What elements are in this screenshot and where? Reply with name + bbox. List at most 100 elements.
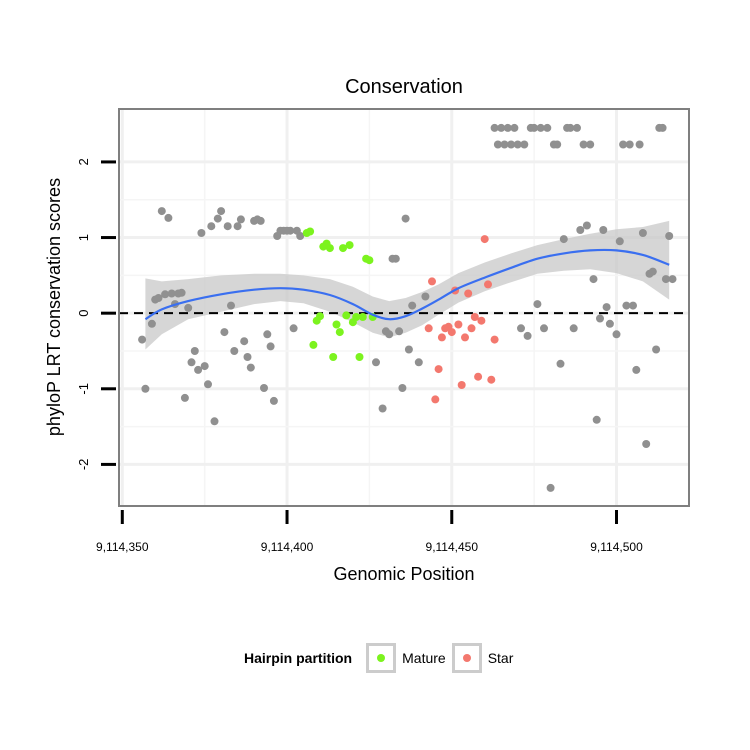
data-point-mature [352, 313, 361, 321]
legend: Hairpin partition Mature Star [244, 640, 519, 676]
data-point-other [520, 140, 529, 149]
data-point-other [517, 324, 525, 333]
data-point-mature [332, 320, 341, 329]
data-point-other [523, 331, 532, 340]
data-point-other [540, 324, 548, 333]
data-point-other [138, 335, 147, 344]
data-point-other [154, 294, 163, 302]
data-point-other [200, 362, 209, 371]
x-tick-label: 9,114,500 [590, 540, 643, 554]
data-point-other [586, 140, 595, 149]
data-point-other [220, 328, 229, 337]
data-point-other [246, 363, 255, 372]
data-point-star [431, 395, 440, 404]
data-point-other [635, 140, 644, 149]
mature-dot-icon [377, 654, 386, 662]
data-point-other [503, 123, 512, 132]
data-point-other [378, 404, 387, 413]
data-point-other [569, 324, 578, 333]
legend-item-star: Star [451, 643, 514, 673]
data-point-other [391, 254, 400, 263]
data-point-mature [325, 244, 334, 253]
data-point-other [500, 140, 509, 149]
data-point-mature [339, 244, 347, 253]
data-point-other [632, 365, 641, 374]
data-point-mature [335, 328, 344, 337]
x-tick-label: 9,114,450 [426, 540, 479, 554]
data-point-other [493, 140, 502, 149]
data-point-mature [355, 353, 364, 361]
y-tick-label: -1 [76, 383, 91, 395]
data-point-star [474, 372, 483, 381]
x-tick-label: 9,114,400 [261, 540, 314, 554]
x-tick-label: 9,114,350 [96, 540, 149, 554]
data-point-mature [365, 256, 374, 265]
data-point-other [490, 123, 499, 132]
data-point-other [619, 140, 628, 149]
data-point-other [256, 216, 265, 225]
data-point-other [605, 319, 614, 328]
data-point-other [204, 380, 212, 389]
data-point-mature [342, 311, 351, 320]
data-point-other [184, 303, 193, 312]
data-point-other [582, 221, 591, 230]
data-point-other [227, 301, 235, 310]
data-point-other [536, 123, 545, 132]
plot-border [118, 108, 690, 507]
data-point-other [629, 301, 637, 310]
data-point-other [177, 288, 186, 297]
x-axis-label: Genomic Position [333, 564, 474, 584]
data-point-other [401, 214, 410, 223]
data-point-other [296, 232, 305, 240]
data-point-star [457, 381, 466, 389]
data-point-star [477, 316, 486, 325]
data-point-other [187, 358, 196, 367]
data-point-other [668, 275, 677, 284]
data-point-other [263, 330, 272, 339]
data-point-other [652, 345, 661, 354]
data-point-mature [358, 313, 367, 321]
data-point-other [615, 237, 624, 246]
data-point-other [559, 235, 568, 244]
data-point-other [566, 123, 575, 132]
data-point-other [553, 140, 562, 149]
data-points [138, 123, 677, 492]
data-point-other [507, 140, 516, 149]
data-point-other [576, 226, 585, 234]
legend-item-mature: Mature [366, 643, 446, 673]
data-point-mature [309, 340, 318, 349]
data-point-other [197, 229, 206, 237]
chart-title: Conservation [345, 76, 463, 98]
y-axis: -2 -1 0 1 2 [76, 158, 116, 470]
legend-title: Hairpin partition [244, 650, 353, 666]
data-point-other [638, 229, 647, 237]
y-tick-label: -2 [76, 459, 91, 471]
data-point-other [180, 393, 189, 402]
data-point-other [661, 275, 670, 284]
data-point-mature [306, 227, 315, 236]
data-point-other [372, 358, 380, 367]
y-tick-label: 1 [76, 234, 91, 241]
data-point-other [141, 384, 150, 393]
data-point-other [599, 226, 608, 234]
star-dot-icon [462, 654, 471, 662]
data-point-other [223, 222, 232, 231]
data-point-star [437, 333, 446, 342]
data-point-star [487, 375, 496, 384]
data-point-other [385, 330, 394, 339]
data-point-other [167, 289, 176, 298]
data-point-other [230, 347, 239, 355]
data-point-star [484, 280, 492, 289]
data-point-star [424, 324, 433, 333]
legend-label-star: Star [487, 650, 514, 666]
y-tick-label: 2 [76, 158, 91, 165]
data-point-star [447, 328, 456, 337]
data-point-other [269, 396, 278, 405]
data-point-other [612, 330, 621, 339]
smooth-trend-line [144, 248, 670, 321]
data-point-other [395, 327, 404, 336]
data-point-star [464, 289, 473, 298]
legend-label-mature: Mature [402, 650, 446, 666]
data-point-other [513, 140, 522, 149]
data-point-other [592, 415, 601, 424]
